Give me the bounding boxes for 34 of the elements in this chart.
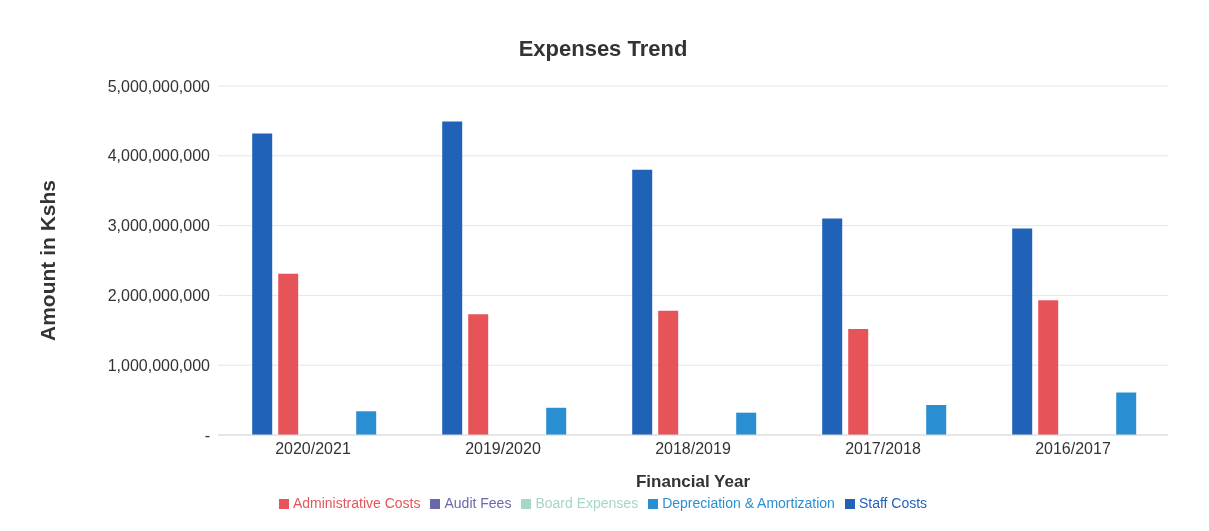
legend-label: Administrative Costs: [292, 495, 421, 511]
legend-label: Audit Fees: [444, 495, 512, 511]
x-tick-label: 2020/2021: [275, 440, 351, 458]
bar: [632, 169, 653, 435]
bar: [468, 314, 489, 435]
bar: [442, 121, 463, 435]
bar: [658, 310, 679, 435]
bar: [1038, 300, 1059, 435]
legend-label: Depreciation & Amortization: [662, 495, 835, 511]
bar: [252, 133, 273, 435]
y-axis-title: Amount in Kshs: [36, 180, 60, 341]
x-tick-label: 2018/2019: [655, 440, 731, 458]
y-tick-label: 4,000,000,000: [107, 147, 211, 165]
bar: [822, 218, 843, 435]
x-tick-label: 2017/2018: [845, 440, 921, 458]
y-tick-label: 2,000,000,000: [107, 287, 211, 305]
bar: [278, 273, 299, 435]
x-tick-label: 2016/2017: [1035, 440, 1111, 458]
x-axis-title: Financial Year: [635, 472, 751, 491]
chart-title: Expenses Trend: [517, 35, 689, 63]
bar: [1116, 392, 1137, 435]
bar: [1012, 228, 1033, 435]
legend-label: Staff Costs: [858, 495, 928, 511]
y-tick-label: 3,000,000,000: [107, 217, 211, 235]
bar: [736, 412, 757, 435]
bar: [356, 411, 377, 435]
y-tick-label: -: [204, 426, 210, 444]
y-tick-label: 1,000,000,000: [107, 356, 211, 374]
bar: [546, 407, 567, 435]
x-tick-label: 2019/2020: [465, 440, 541, 458]
y-tick-label: 5,000,000,000: [107, 77, 211, 95]
bar: [848, 328, 869, 435]
legend-label: Board Expenses: [535, 495, 639, 511]
bar: [926, 404, 947, 435]
